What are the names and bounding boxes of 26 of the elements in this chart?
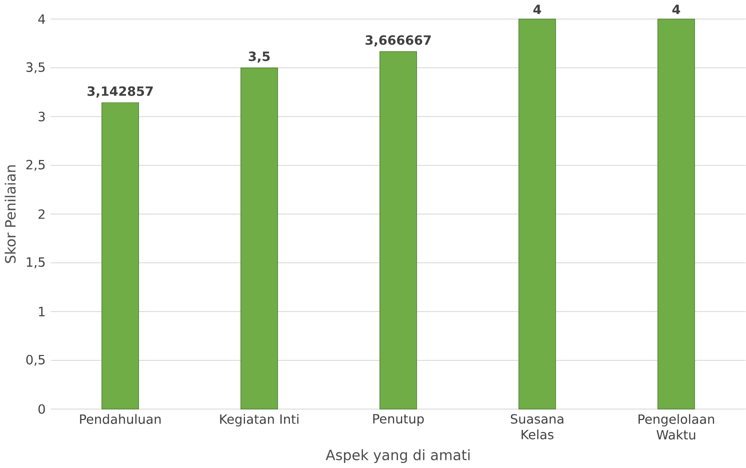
x-tick-label: Penutup [373,414,424,426]
y-tick-label: 2,5 [26,160,45,171]
x-tick-label: Kegiatan Inti [220,414,298,427]
y-tick-label: 1 [39,307,45,316]
x-axis-title: Aspek yang di amati [326,449,470,464]
y-tick-label: 0,5 [26,354,45,366]
bar [518,18,556,410]
data-label: 3,5 [248,52,270,63]
x-tick-label: Suasana Kelas [510,414,564,440]
bar [102,102,139,410]
y-tick-label: 4 [38,14,46,24]
data-label: 3,142857 [88,86,153,98]
x-tick-label: Pendahuluan [80,414,161,424]
y-tick-label: 1,5 [26,258,45,268]
y-axis-title: Skor Penilaian [4,166,16,264]
y-tick-label: 2 [38,209,44,219]
data-label: 3,666667 [366,35,431,47]
y-tick-label: 3 [38,112,45,122]
bar [240,68,278,410]
y-tick-label: 3,5 [26,62,45,74]
bar [380,51,417,410]
data-label: 4 [672,4,680,14]
data-label: 4 [533,4,542,14]
y-tick-label: 0 [38,404,45,414]
x-tick-label: Pengelolaan Waktu [638,414,714,440]
bar [657,18,695,410]
